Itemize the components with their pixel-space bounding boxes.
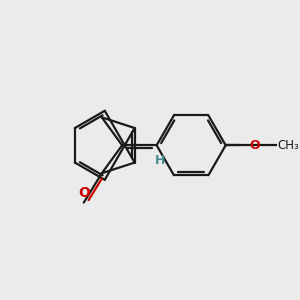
Text: H: H: [154, 154, 165, 167]
Text: CH₃: CH₃: [277, 139, 299, 152]
Text: O: O: [78, 186, 90, 200]
Text: O: O: [250, 139, 260, 152]
